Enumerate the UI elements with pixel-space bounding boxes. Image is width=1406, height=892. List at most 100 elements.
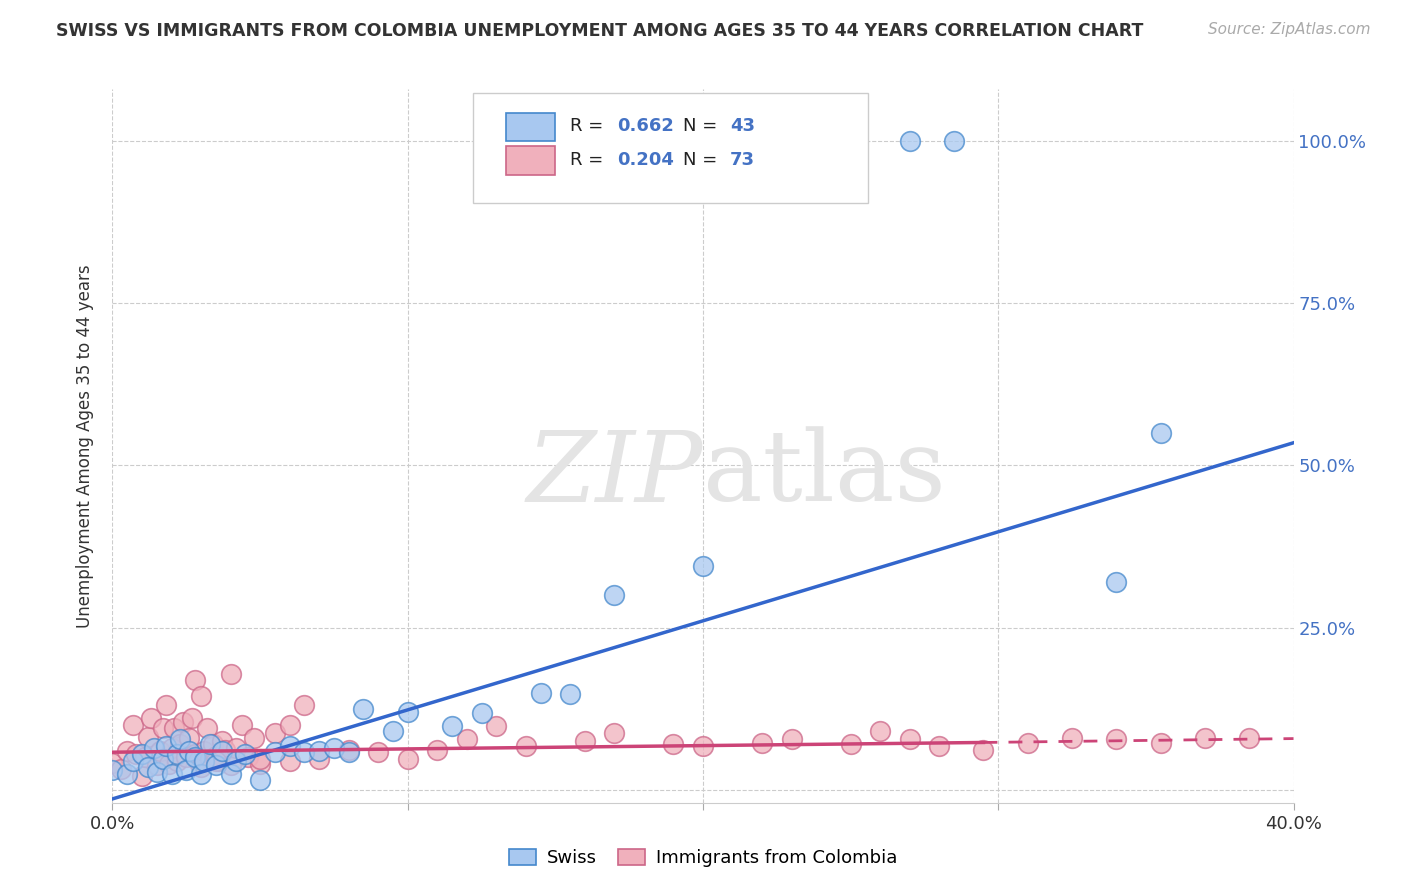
Point: [169, 738, 191, 752]
Point: [1105, 732, 1128, 747]
Point: [1150, 736, 1173, 750]
Point: [155, 698, 177, 713]
Point: [558, 687, 582, 701]
Point: [869, 724, 891, 739]
Point: [231, 718, 253, 732]
Point: [456, 732, 478, 747]
Point: [780, 732, 803, 747]
Text: N =: N =: [683, 151, 723, 169]
Point: [243, 731, 266, 745]
Point: [134, 750, 156, 764]
Point: [292, 698, 315, 713]
Point: [1062, 731, 1084, 745]
Point: [278, 718, 301, 732]
Point: [195, 721, 218, 735]
Point: [163, 721, 186, 735]
Point: [485, 719, 508, 733]
Point: [308, 744, 330, 758]
Point: [214, 742, 236, 756]
Point: [249, 752, 271, 766]
Point: [184, 747, 207, 761]
Point: [973, 742, 995, 756]
Point: [278, 739, 301, 753]
Point: [110, 762, 132, 776]
Point: [101, 764, 124, 778]
Point: [396, 705, 419, 719]
Point: [142, 740, 165, 755]
Point: [169, 732, 191, 747]
Point: [122, 718, 145, 732]
Point: [179, 731, 201, 745]
Point: [198, 738, 221, 752]
Point: [122, 754, 145, 768]
Point: [396, 752, 419, 766]
Point: [152, 721, 174, 735]
Text: 0.204: 0.204: [617, 151, 673, 169]
Point: [149, 744, 172, 758]
Point: [942, 134, 965, 148]
Point: [131, 768, 153, 782]
Point: [201, 738, 224, 752]
Point: [125, 747, 148, 761]
Point: [117, 744, 138, 758]
FancyBboxPatch shape: [506, 146, 555, 175]
Point: [382, 724, 405, 739]
Point: [211, 744, 233, 758]
Text: N =: N =: [683, 118, 723, 136]
Point: [529, 685, 551, 699]
Point: [1194, 731, 1216, 745]
Point: [190, 766, 212, 780]
Point: [367, 745, 389, 759]
Point: [136, 760, 159, 774]
Point: [292, 745, 315, 759]
Point: [190, 689, 212, 703]
Point: [193, 744, 215, 758]
Point: [205, 758, 228, 772]
Point: [470, 706, 494, 721]
Point: [174, 764, 197, 778]
Point: [662, 738, 685, 752]
Point: [515, 739, 537, 753]
Point: [225, 740, 247, 755]
Point: [426, 742, 449, 756]
Point: [174, 750, 197, 764]
Point: [160, 766, 183, 780]
Point: [160, 740, 183, 755]
Point: [574, 734, 596, 748]
Point: [179, 744, 201, 758]
Point: [219, 766, 242, 780]
Point: [184, 673, 207, 687]
Point: [181, 711, 204, 725]
Point: [146, 764, 169, 779]
Point: [198, 752, 221, 766]
Legend: Swiss, Immigrants from Colombia: Swiss, Immigrants from Colombia: [499, 839, 907, 876]
Point: [278, 754, 301, 768]
Point: [136, 730, 159, 744]
Point: [184, 750, 207, 764]
Point: [839, 738, 862, 752]
Point: [146, 758, 169, 772]
Point: [1239, 731, 1261, 745]
Point: [190, 760, 212, 774]
Point: [211, 734, 233, 748]
Point: [898, 134, 921, 148]
Point: [166, 747, 188, 761]
Point: [264, 745, 287, 759]
Point: [264, 725, 287, 739]
Point: [205, 749, 228, 764]
Point: [208, 754, 231, 768]
Point: [692, 739, 714, 753]
Point: [187, 754, 209, 768]
Point: [928, 739, 950, 753]
Point: [337, 742, 360, 756]
Text: SWISS VS IMMIGRANTS FROM COLOMBIA UNEMPLOYMENT AMONG AGES 35 TO 44 YEARS CORRELA: SWISS VS IMMIGRANTS FROM COLOMBIA UNEMPL…: [56, 22, 1143, 40]
Point: [1017, 736, 1039, 750]
Point: [441, 719, 464, 733]
Point: [205, 754, 228, 768]
FancyBboxPatch shape: [472, 93, 869, 203]
Point: [751, 736, 773, 750]
Point: [249, 756, 271, 771]
Point: [603, 588, 626, 602]
Text: 43: 43: [730, 118, 755, 136]
Text: Source: ZipAtlas.com: Source: ZipAtlas.com: [1208, 22, 1371, 37]
